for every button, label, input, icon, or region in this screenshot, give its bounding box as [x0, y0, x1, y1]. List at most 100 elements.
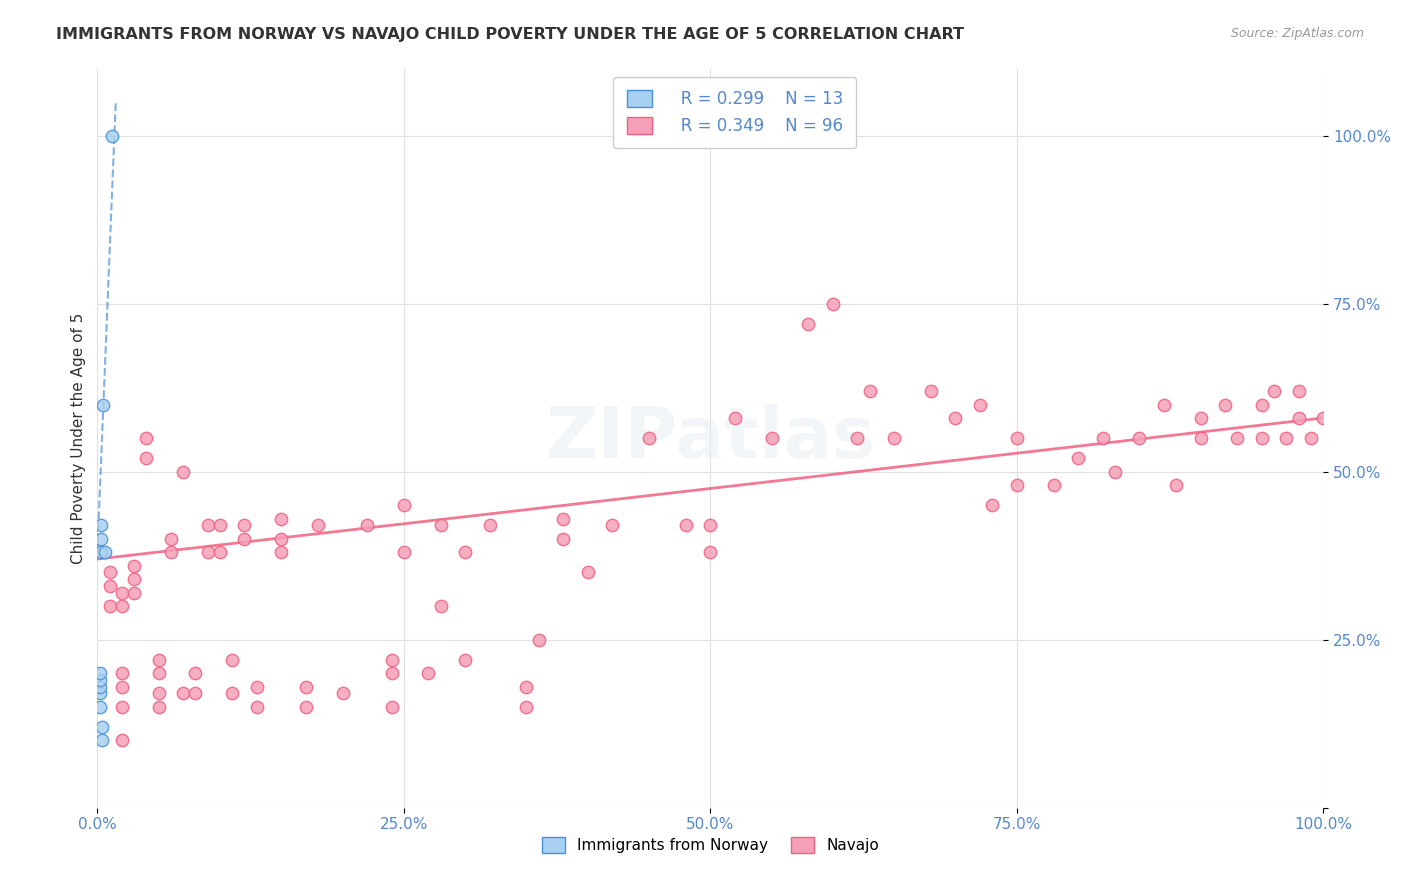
Point	[184, 686, 207, 700]
Point	[148, 666, 170, 681]
Point	[1263, 384, 1285, 398]
Point	[148, 686, 170, 700]
Point	[969, 397, 991, 411]
Point	[797, 317, 820, 331]
Point	[111, 733, 134, 747]
Point	[454, 653, 477, 667]
Point	[859, 384, 882, 398]
Point	[1153, 397, 1175, 411]
Point	[307, 518, 329, 533]
Point	[89, 680, 111, 694]
Point	[1067, 451, 1090, 466]
Point	[1189, 431, 1212, 445]
Point	[172, 686, 194, 700]
Point	[98, 566, 121, 580]
Point	[429, 599, 451, 613]
Y-axis label: Child Poverty Under the Age of 5: Child Poverty Under the Age of 5	[72, 312, 86, 564]
Point	[122, 572, 145, 586]
Point	[221, 653, 243, 667]
Point	[98, 599, 121, 613]
Point	[699, 545, 721, 559]
Point	[1189, 411, 1212, 425]
Point	[638, 431, 661, 445]
Point	[332, 686, 354, 700]
Point	[135, 451, 157, 466]
Point	[91, 720, 114, 734]
Point	[600, 518, 623, 533]
Point	[93, 545, 115, 559]
Point	[93, 397, 115, 411]
Point	[294, 680, 316, 694]
Point	[920, 384, 942, 398]
Text: IMMIGRANTS FROM NORWAY VS NAVAJO CHILD POVERTY UNDER THE AGE OF 5 CORRELATION CH: IMMIGRANTS FROM NORWAY VS NAVAJO CHILD P…	[56, 27, 965, 42]
Point	[1213, 397, 1236, 411]
Point	[381, 653, 404, 667]
Point	[148, 653, 170, 667]
Point	[381, 699, 404, 714]
Text: ZIPatlas: ZIPatlas	[546, 403, 876, 473]
Point	[1288, 384, 1310, 398]
Point	[392, 545, 415, 559]
Point	[883, 431, 905, 445]
Point	[553, 532, 575, 546]
Point	[90, 532, 112, 546]
Point	[515, 680, 537, 694]
Point	[270, 512, 292, 526]
Point	[197, 545, 219, 559]
Point	[1091, 431, 1114, 445]
Point	[90, 545, 112, 559]
Point	[111, 599, 134, 613]
Point	[208, 545, 231, 559]
Point	[392, 498, 415, 512]
Point	[761, 431, 783, 445]
Point	[111, 666, 134, 681]
Point	[89, 699, 111, 714]
Point	[89, 686, 111, 700]
Point	[981, 498, 1004, 512]
Point	[1042, 478, 1064, 492]
Point	[246, 680, 269, 694]
Point	[270, 545, 292, 559]
Point	[1275, 431, 1298, 445]
Point	[148, 699, 170, 714]
Point	[1251, 431, 1274, 445]
Point	[135, 431, 157, 445]
Point	[1166, 478, 1188, 492]
Point	[1005, 478, 1028, 492]
Point	[1226, 431, 1249, 445]
Point	[381, 666, 404, 681]
Point	[945, 411, 967, 425]
Point	[160, 545, 183, 559]
Point	[527, 632, 550, 647]
Point	[184, 666, 207, 681]
Point	[98, 579, 121, 593]
Point	[270, 532, 292, 546]
Point	[160, 532, 183, 546]
Point	[89, 666, 111, 681]
Point	[208, 518, 231, 533]
Point	[294, 699, 316, 714]
Point	[1251, 397, 1274, 411]
Point	[515, 699, 537, 714]
Point	[111, 585, 134, 599]
Legend:    R = 0.299    N = 13,    R = 0.349    N = 96: R = 0.299 N = 13, R = 0.349 N = 96	[613, 77, 856, 148]
Point	[233, 518, 256, 533]
Point	[699, 518, 721, 533]
Point	[553, 512, 575, 526]
Point	[89, 673, 111, 687]
Point	[846, 431, 869, 445]
Point	[111, 699, 134, 714]
Point	[478, 518, 501, 533]
Point	[233, 532, 256, 546]
Point	[1005, 431, 1028, 445]
Point	[724, 411, 747, 425]
Point	[197, 518, 219, 533]
Point	[1312, 411, 1334, 425]
Point	[91, 733, 114, 747]
Point	[418, 666, 440, 681]
Point	[111, 680, 134, 694]
Point	[1299, 431, 1322, 445]
Point	[576, 566, 599, 580]
Point	[1288, 411, 1310, 425]
Point	[1128, 431, 1150, 445]
